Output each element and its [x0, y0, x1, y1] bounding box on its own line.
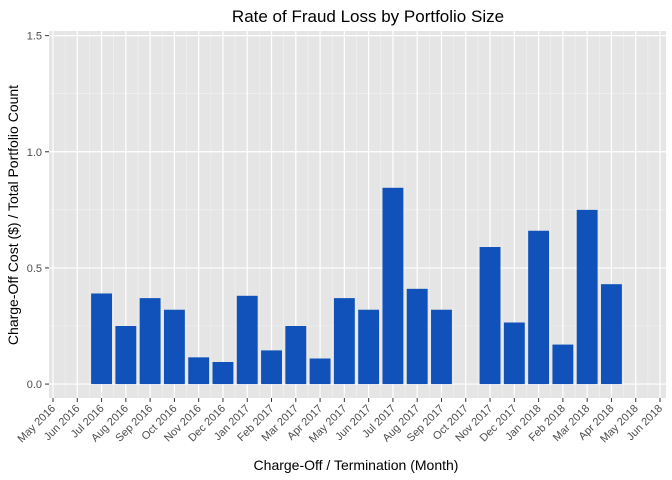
bar [382, 187, 404, 385]
bar [600, 284, 622, 385]
bar [528, 230, 550, 385]
bar [139, 298, 161, 385]
y-tick-label: 1.0 [27, 147, 42, 159]
y-axis-title: Charge-Off Cost ($) / Total Portfolio Co… [5, 85, 21, 345]
bar [115, 325, 137, 385]
chart-title: Rate of Fraud Loss by Portfolio Size [232, 7, 504, 26]
bar [261, 350, 282, 385]
bar [333, 298, 355, 385]
grid-minor [49, 31, 666, 398]
bar [91, 293, 113, 385]
bar [236, 295, 258, 385]
bar [503, 322, 525, 385]
bar [358, 309, 380, 385]
bar [212, 361, 234, 385]
bar [163, 309, 185, 385]
bar [285, 325, 307, 385]
bars [91, 187, 622, 385]
x-axis-title: Charge-Off / Termination (Month) [254, 457, 459, 473]
bar [188, 357, 210, 385]
y-axis: 0.0 0.5 1.0 1.5 [27, 31, 49, 391]
bar [479, 247, 501, 385]
y-tick-label: 0.0 [27, 379, 42, 391]
bar [309, 358, 331, 385]
bar [576, 209, 598, 385]
bar [431, 309, 452, 385]
bar [406, 288, 428, 385]
y-tick-label: 0.5 [27, 263, 42, 275]
bar [552, 344, 574, 385]
y-tick-label: 1.5 [27, 31, 42, 43]
